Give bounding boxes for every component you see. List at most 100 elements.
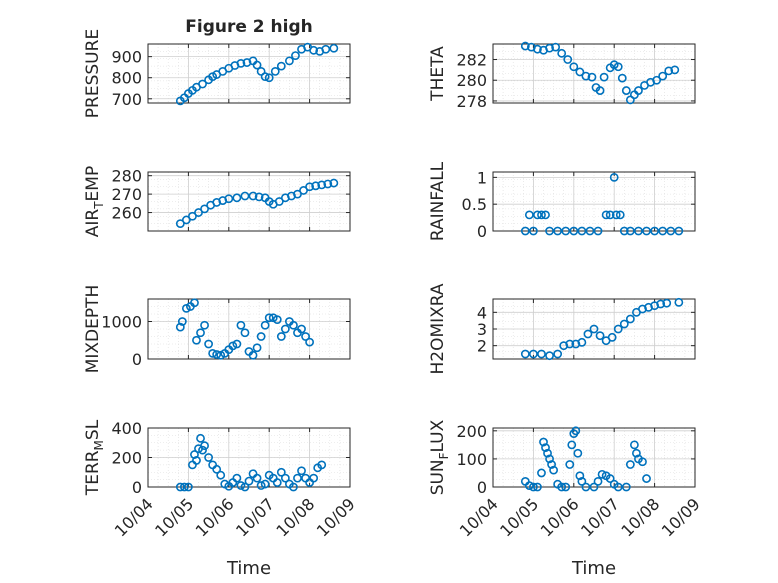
data-point [658,71,668,81]
series-markers [520,172,684,236]
x-tick-label: 10/05 [496,494,542,540]
x-tick-label: 10/06 [537,494,583,540]
data-point [613,482,623,492]
y-tick-label: 4 [477,303,487,322]
data-point [595,331,605,341]
data-point [240,328,250,338]
data-point [553,349,563,359]
data-point [545,351,554,361]
y-tick-label: 0 [477,222,487,241]
data-point [329,43,339,53]
data-point [254,192,264,202]
data-point [293,473,302,483]
axes-box [492,43,696,104]
data-point [619,319,629,329]
data-point [276,467,286,477]
data-point [638,457,647,467]
data-point [289,320,298,330]
data-point [248,469,258,479]
data-point [232,193,242,203]
data-point [625,314,635,324]
data-point [212,350,222,359]
data-point [630,440,639,450]
data-point [192,335,201,345]
data-point [529,226,538,236]
subplot-4: 0 0.5 1 RAINFALL [428,161,696,241]
data-point [270,66,280,76]
y-axis-label: MIXDEPTH [83,285,103,374]
data-point [581,71,591,81]
data-point [252,60,262,70]
data-point [194,208,203,217]
y-axis-label: PRESSURE [83,29,103,118]
data-point [533,482,542,492]
x-tick-label: 10/04 [456,494,502,540]
series-markers [175,178,339,229]
data-point [615,210,625,220]
data-point [224,194,234,204]
y-tick-label: 1000 [101,313,142,332]
data-point [520,41,530,51]
data-point [569,62,579,72]
x-tick-label: 10/08 [272,494,318,540]
series-markers [175,298,314,360]
data-point [232,339,242,349]
data-point [317,180,327,190]
data-point [200,441,209,451]
data-point [541,443,550,453]
data-point [533,210,542,220]
data-point [297,324,306,334]
data-point [289,482,298,492]
x-tick-label: 10/07 [232,494,278,540]
data-point [561,482,571,492]
axes-box [147,171,351,232]
y-tick-label: 0.5 [462,195,487,214]
data-point [179,482,189,492]
data-point [652,75,662,85]
data-point [529,349,538,359]
data-point [545,43,554,53]
data-point [567,440,577,450]
data-point [553,226,563,236]
data-point [575,471,585,481]
y-tick-label: 200 [456,422,487,441]
y-axis-label: SUNFLUX [428,419,451,495]
data-point [547,460,556,469]
x-tick-label: 10/06 [192,494,238,540]
data-point [569,226,579,236]
data-point [613,324,623,334]
data-point [240,191,250,201]
data-point [674,297,684,307]
data-point [301,473,310,483]
data-point [299,186,308,195]
data-point [291,51,300,60]
data-point [520,349,530,359]
data-point [549,465,558,475]
data-point [321,44,331,54]
data-point [274,197,284,206]
data-point [175,482,185,492]
subplot-6: 234 H2OMIXRA [428,283,696,375]
data-point [272,315,282,325]
x-tick-label: 10/07 [577,494,623,540]
data-point [557,48,567,58]
data-point [563,55,573,64]
grid [492,298,696,360]
data-point [196,433,205,443]
data-point [192,456,201,465]
data-point [565,339,575,349]
data-point [533,44,542,54]
data-point [545,226,554,236]
data-point [585,226,595,236]
data-point [537,349,546,359]
data-point [607,332,617,342]
data-point [662,298,672,308]
grid [147,171,351,232]
series-markers [175,42,339,106]
data-point [625,460,635,469]
data-point [177,317,187,326]
data-point [188,460,197,470]
x-axis-label: Time [226,558,271,579]
